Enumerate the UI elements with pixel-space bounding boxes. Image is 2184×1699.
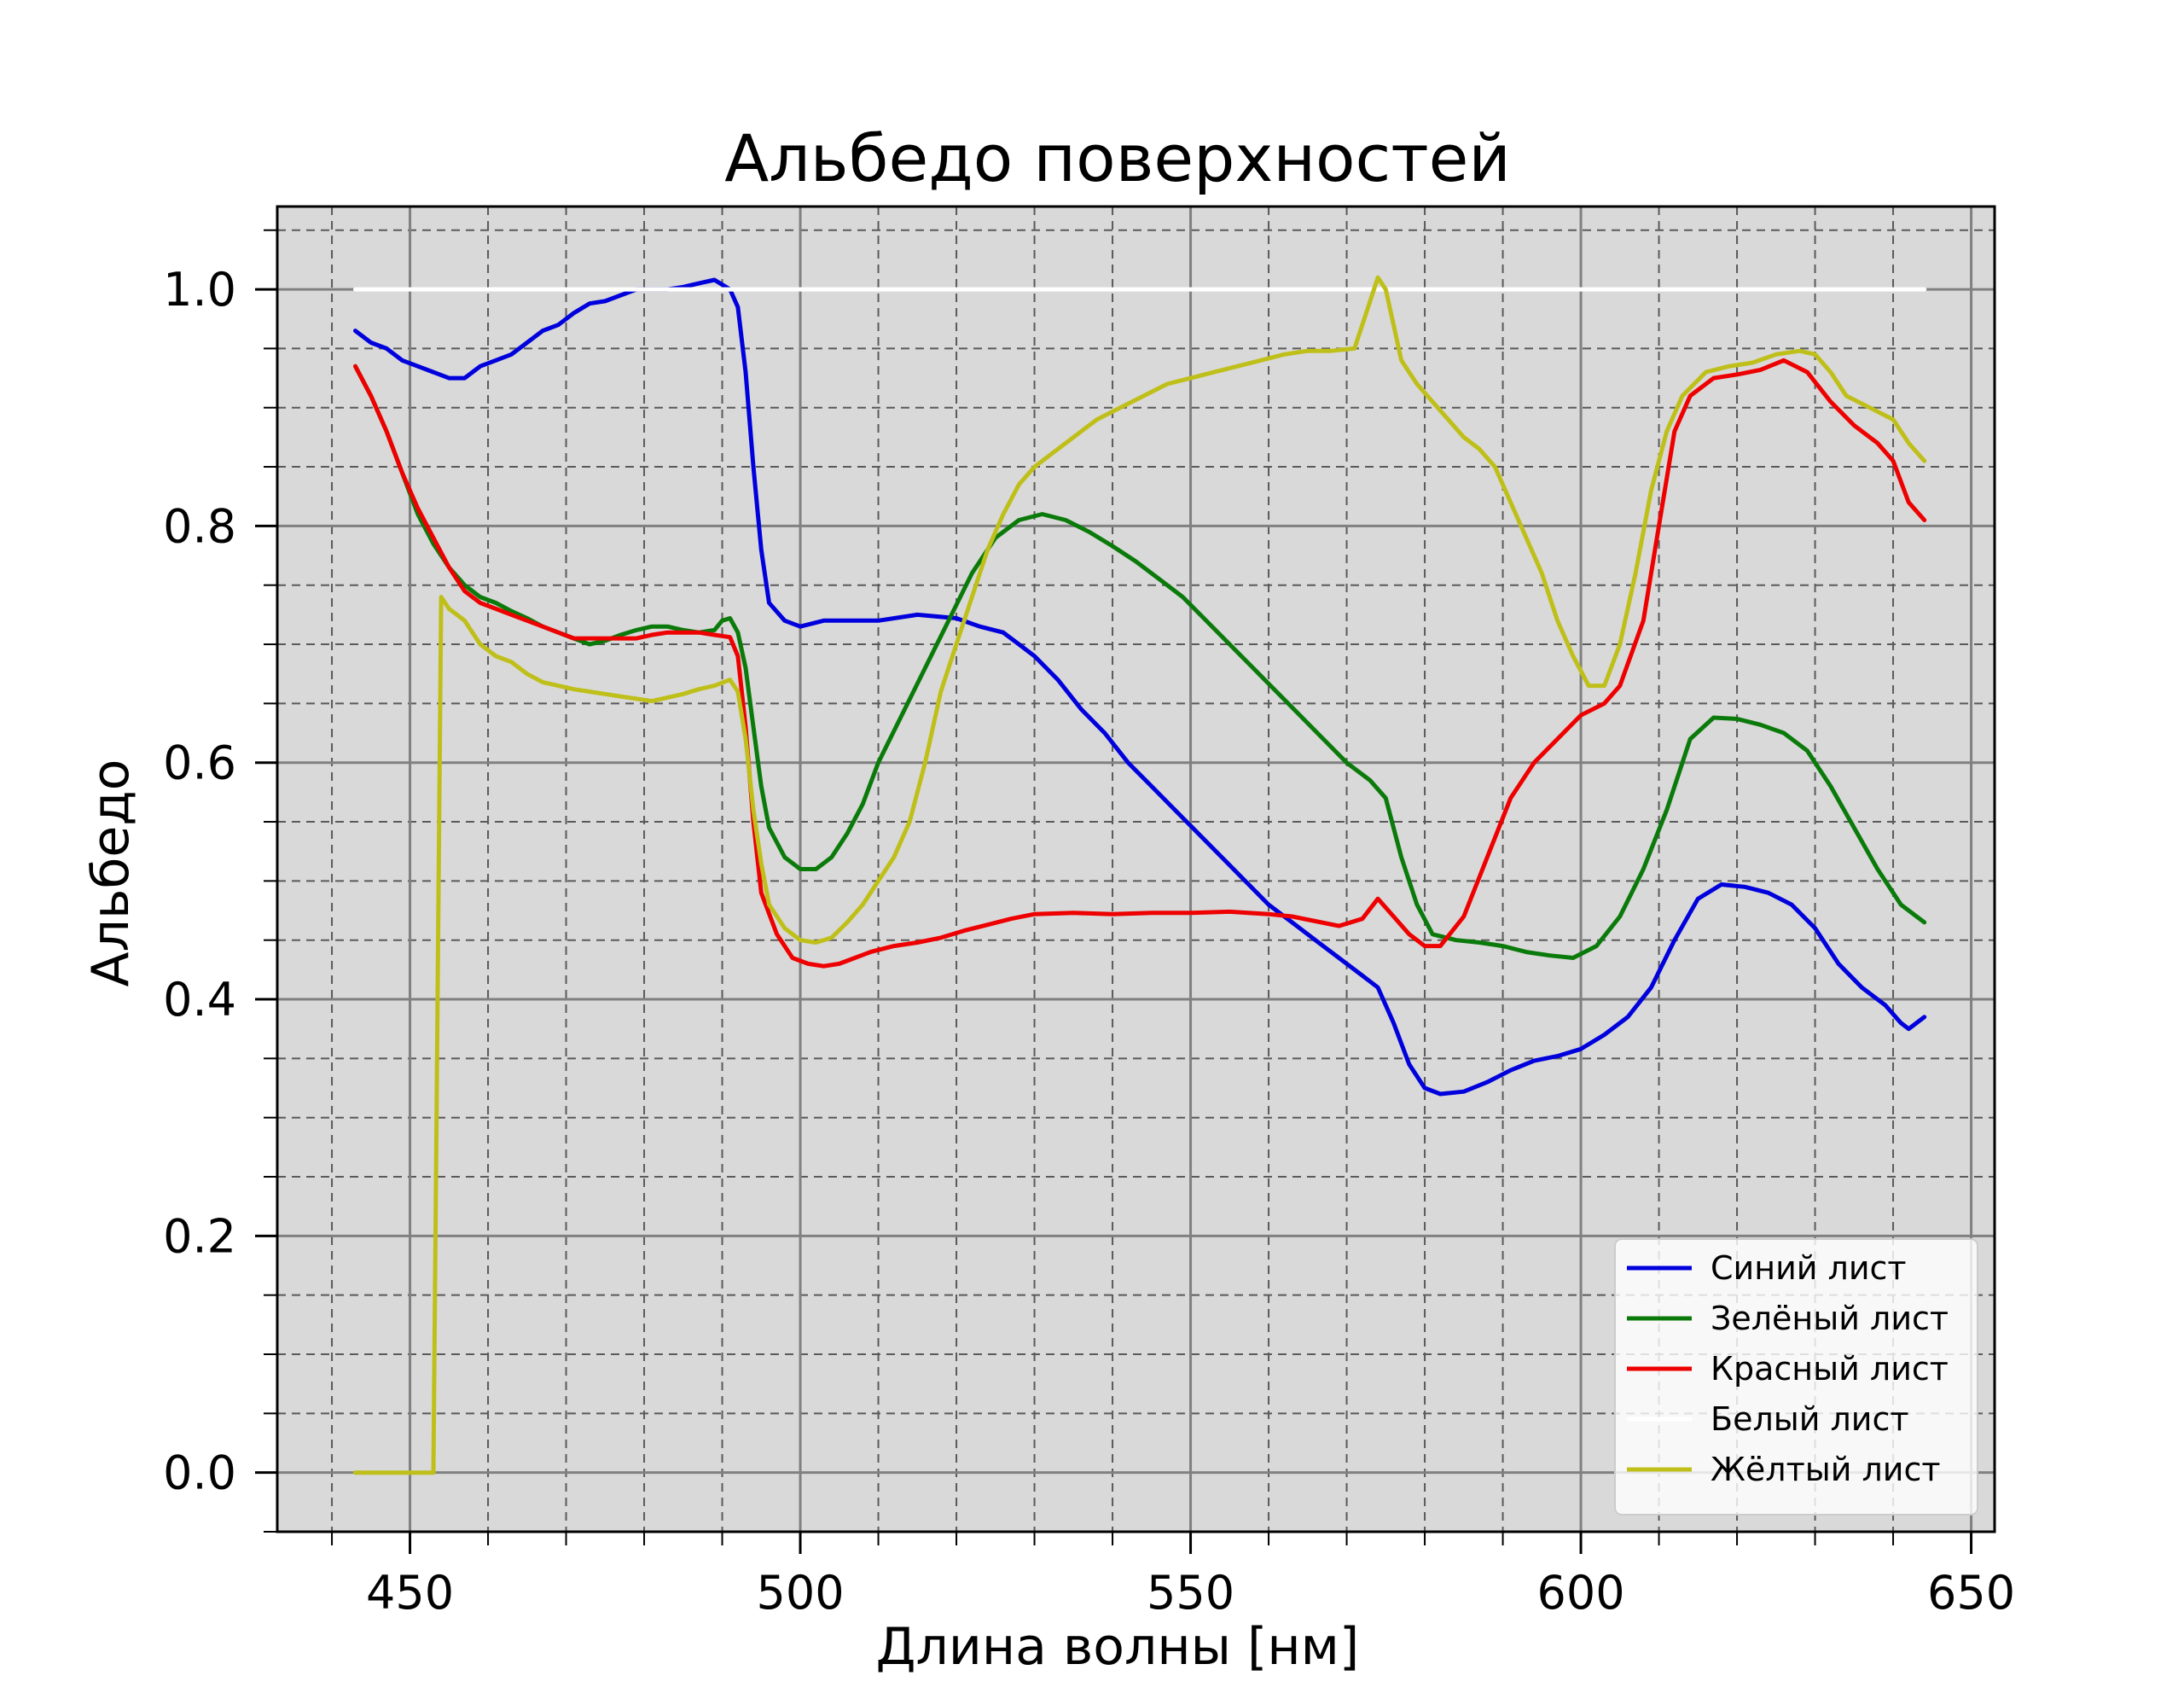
x-tick-label: 650: [1927, 1566, 2015, 1620]
legend-label-3: Красный лист: [1711, 1350, 1949, 1388]
x-tick-label: 500: [757, 1566, 845, 1620]
y-tick-label: 1.0: [163, 263, 236, 317]
y-tick-label: 0.6: [163, 736, 236, 790]
series-lines: [353, 275, 1927, 1475]
series-line-5: [353, 275, 1927, 1475]
legend: Синий лист Зелёный лист Красный лист Белый …: [1614, 1238, 1978, 1516]
x-axis-label: Длина волны [нм]: [876, 1617, 1360, 1677]
legend-label-5: Жёлтый лист: [1711, 1451, 1941, 1488]
legend-label-1: Синий лист: [1711, 1249, 1907, 1287]
x-tick-label: 550: [1147, 1566, 1234, 1620]
y-tick-label: 0.4: [163, 973, 236, 1027]
series-line-1: [353, 277, 1927, 1097]
legend-label-4: Белый лист: [1711, 1400, 1909, 1438]
chart-title: Альбедо поверхностей: [724, 120, 1511, 196]
x-tick-label: 450: [366, 1566, 454, 1620]
y-axis-label: Альбедо: [81, 759, 141, 987]
axis-ticks: 450 500 550 600 650 0.0 0.2 0.4 0.6 0.8 1.0: [163, 229, 2015, 1620]
x-tick-label: 600: [1537, 1566, 1625, 1620]
series-line-3: [353, 358, 1927, 969]
plot-frame: [276, 205, 1996, 1533]
legend-box: [1614, 1238, 1978, 1516]
legend-label-2: Зелёный лист: [1711, 1300, 1949, 1337]
plot-area: [277, 207, 1995, 1533]
y-tick-label: 0.8: [163, 499, 236, 553]
y-tick-label: 0.2: [163, 1209, 236, 1263]
y-tick-label: 0.0: [163, 1446, 236, 1500]
